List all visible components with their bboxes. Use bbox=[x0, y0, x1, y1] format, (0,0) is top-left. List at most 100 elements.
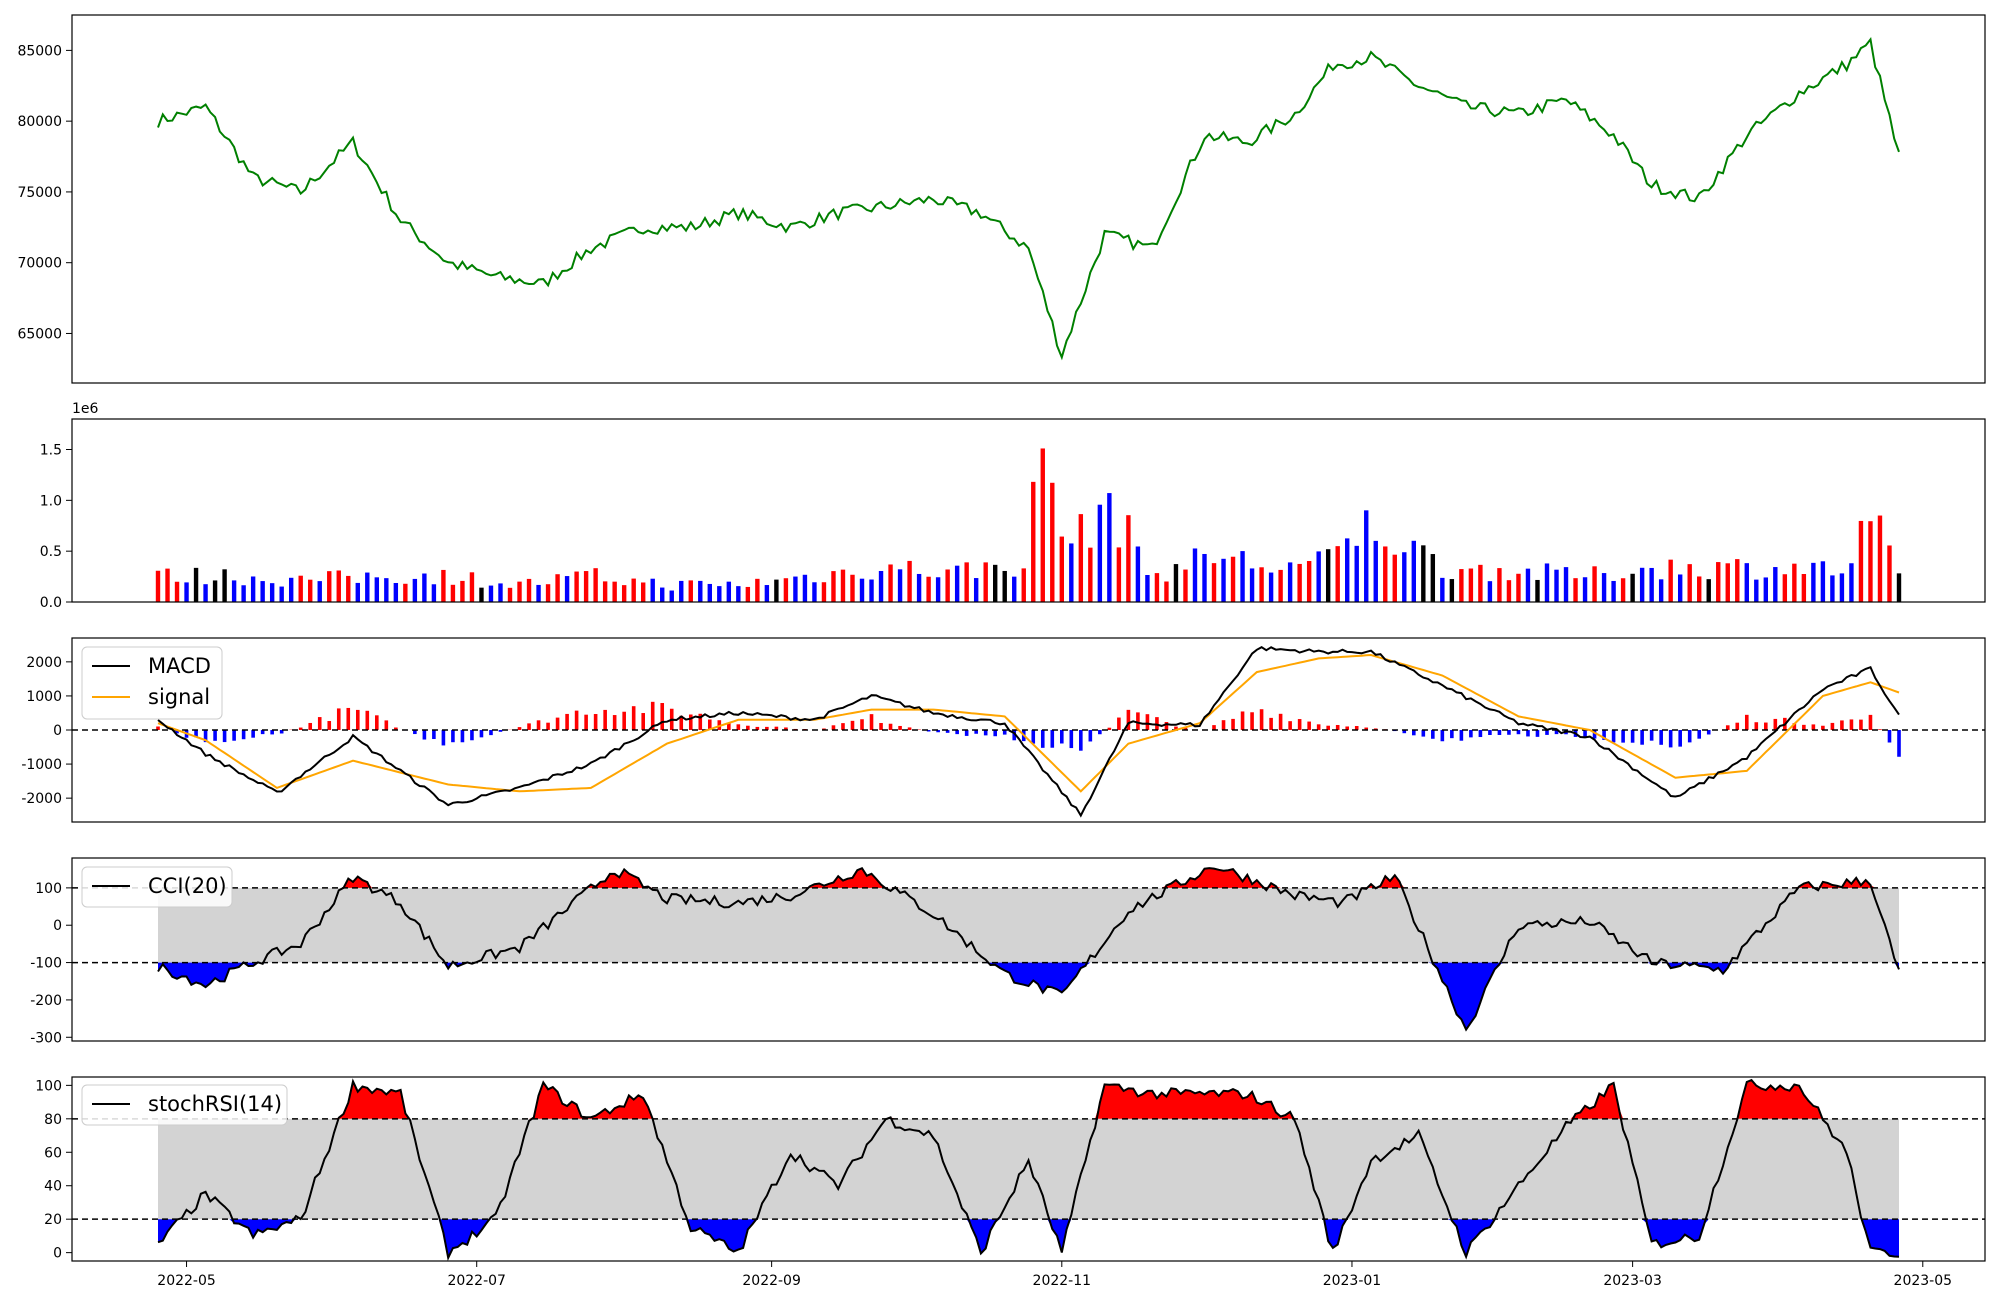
stochrsi-legend-label: stochRSI(14) bbox=[148, 1092, 282, 1116]
volume-bar bbox=[850, 574, 855, 602]
price-panel-frame bbox=[71, 14, 1986, 384]
volume-bar bbox=[1069, 543, 1074, 602]
macd-histogram-bar bbox=[983, 730, 988, 736]
volume-bar bbox=[793, 576, 798, 602]
macd-histogram-bar bbox=[641, 713, 645, 730]
macd-histogram-bar bbox=[546, 722, 550, 730]
volume-bar bbox=[1325, 549, 1331, 602]
macd-histogram-bar bbox=[1421, 730, 1426, 737]
macd-histogram-bar bbox=[964, 730, 969, 736]
volume-bar bbox=[526, 578, 532, 602]
macd-histogram-bar bbox=[888, 723, 893, 730]
volume-bar bbox=[1088, 547, 1093, 602]
macd-histogram-bar bbox=[422, 730, 427, 740]
macd-histogram-bar bbox=[1316, 724, 1321, 730]
volume-bar bbox=[802, 574, 808, 602]
macd-histogram-bar bbox=[1126, 709, 1131, 730]
macd-histogram-bar bbox=[260, 730, 265, 735]
volume-bar bbox=[774, 579, 779, 602]
volume-bar bbox=[1402, 552, 1407, 602]
macd-histogram-bar bbox=[1706, 730, 1711, 735]
macd-histogram-bar bbox=[1345, 726, 1350, 730]
fill-layer bbox=[158, 868, 1899, 1258]
stochrsi-oversold-fill bbox=[158, 1219, 1899, 1258]
volume-bar bbox=[726, 581, 732, 602]
volume-bar bbox=[755, 578, 760, 602]
volume-bar bbox=[783, 578, 789, 602]
stochrsi-ytick-label: 0 bbox=[53, 1246, 62, 1262]
volume-bar bbox=[1525, 568, 1531, 602]
price-line bbox=[157, 37, 1900, 361]
cci-ytick-label: 0 bbox=[53, 918, 62, 934]
volume-bar bbox=[1725, 563, 1730, 602]
macd-histogram-bar bbox=[441, 730, 446, 746]
macd-histogram-bar bbox=[1088, 730, 1093, 742]
volume-bar bbox=[1031, 481, 1036, 602]
volume-bar bbox=[1592, 566, 1597, 602]
volume-bar bbox=[1811, 562, 1816, 602]
macd-histogram-bar bbox=[1231, 718, 1235, 730]
x-tick-label: 2022-05 bbox=[157, 1273, 216, 1289]
macd-histogram-bar bbox=[298, 727, 303, 730]
macd-histogram-bar bbox=[527, 723, 531, 730]
volume-bar bbox=[1468, 568, 1474, 602]
macd-histogram-bar bbox=[1012, 730, 1017, 741]
signal-line bbox=[157, 653, 1900, 793]
volume-bar bbox=[897, 569, 903, 602]
volume-bar bbox=[1697, 576, 1702, 602]
volume-bar bbox=[869, 579, 874, 602]
volume-bar bbox=[1639, 567, 1645, 602]
macd-histogram-bar bbox=[156, 726, 160, 730]
x-tick-label: 2022-11 bbox=[1033, 1273, 1092, 1289]
volume-bar bbox=[1601, 573, 1607, 602]
volume-bar bbox=[564, 576, 570, 602]
macd-histogram-bar bbox=[612, 715, 617, 730]
volume-bar bbox=[1116, 547, 1122, 602]
volume-bar bbox=[469, 572, 475, 602]
cci-ytick-label: -100 bbox=[30, 956, 62, 972]
volume-bar bbox=[1135, 546, 1141, 602]
volume-bar bbox=[1383, 546, 1388, 602]
macd-histogram-bar bbox=[1250, 712, 1254, 730]
price-ytick-label: 75000 bbox=[17, 185, 62, 201]
volume-bar bbox=[1858, 520, 1864, 602]
stochrsi-ytick-label: 40 bbox=[44, 1179, 62, 1195]
volume-bar bbox=[1287, 562, 1293, 602]
x-tick-label: 2023-03 bbox=[1603, 1273, 1662, 1289]
macd-histogram-bar bbox=[926, 730, 931, 732]
macd-histogram-bar bbox=[1840, 720, 1844, 730]
volume-bar bbox=[1754, 579, 1759, 602]
volume-bar bbox=[602, 581, 608, 602]
volume-bar bbox=[1773, 567, 1778, 602]
volume-bar bbox=[1830, 575, 1835, 602]
volume-bar bbox=[1145, 574, 1150, 602]
volume-bar bbox=[1354, 545, 1359, 602]
cci-line bbox=[157, 866, 1900, 1032]
macd-histogram-bar bbox=[565, 713, 569, 730]
macd-histogram-bar bbox=[1450, 730, 1454, 739]
volume-bar bbox=[336, 570, 341, 602]
volume-bar bbox=[1306, 561, 1312, 602]
volume-bar bbox=[1668, 559, 1673, 602]
volume-bar bbox=[1573, 578, 1578, 602]
macd-histogram-bar bbox=[1725, 725, 1730, 730]
volume-bar bbox=[1097, 504, 1103, 602]
macd-ytick-label: 0 bbox=[53, 723, 62, 739]
macd-line bbox=[157, 646, 1900, 818]
macd-legend: MACD signal bbox=[81, 646, 223, 720]
cci-ytick-label: -200 bbox=[30, 993, 62, 1009]
volume-bar bbox=[935, 577, 941, 602]
macd-histogram-bar bbox=[498, 730, 503, 732]
macd-histogram-bar bbox=[936, 730, 940, 733]
volume-bar bbox=[1744, 563, 1749, 602]
volume-bar bbox=[1211, 563, 1217, 602]
volume-bar bbox=[916, 573, 922, 602]
volume-bar bbox=[1735, 559, 1740, 602]
macd-histogram-bar bbox=[1773, 718, 1778, 730]
macd-histogram-bar bbox=[1821, 725, 1825, 730]
macd-histogram-bar bbox=[317, 717, 322, 730]
volume-bar bbox=[1021, 568, 1026, 602]
macd-histogram-bar bbox=[1859, 719, 1863, 730]
macd-histogram-bar bbox=[1516, 730, 1521, 735]
macd-histogram-bar bbox=[688, 714, 693, 730]
